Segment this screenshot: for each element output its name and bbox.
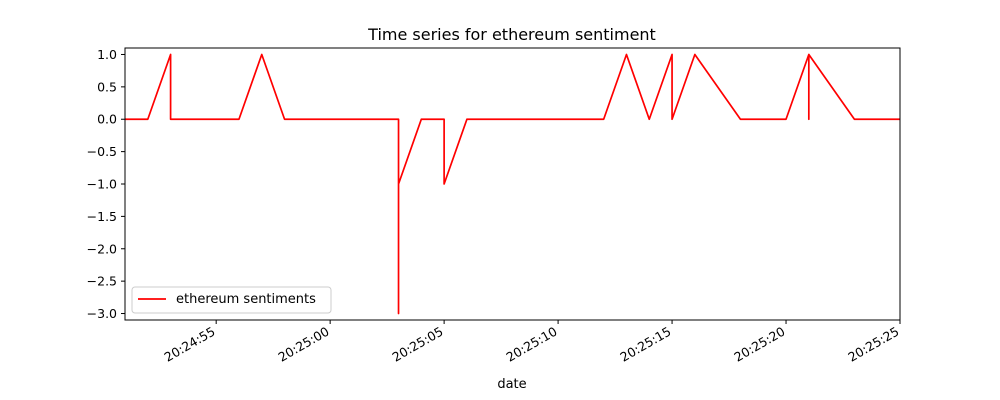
legend-label: ethereum sentiments <box>176 292 316 307</box>
y-tick-label: −3.0 <box>87 306 117 321</box>
legend: ethereum sentiments <box>131 286 332 314</box>
y-axis: 1.0 0.5 0.0 −0.5 −1.0 −1.5 −2.0 −2.5 −3.0 <box>87 47 125 321</box>
y-tick-label: 1.0 <box>97 47 117 62</box>
legend-box <box>131 286 332 314</box>
y-tick-label: 0.5 <box>97 79 117 94</box>
y-tick-label: −0.5 <box>87 144 117 159</box>
x-axis-label: date <box>497 377 526 392</box>
series-line-ethereum-sentiments <box>125 53 900 315</box>
y-tick-label: −1.0 <box>87 177 117 192</box>
y-tick-label: −2.0 <box>87 241 117 256</box>
chart-title: Time series for ethereum sentiment <box>367 25 656 44</box>
y-tick-label: 0.0 <box>97 112 117 127</box>
y-tick-label: −2.5 <box>87 274 117 289</box>
y-tick-label: −1.5 <box>87 209 117 224</box>
